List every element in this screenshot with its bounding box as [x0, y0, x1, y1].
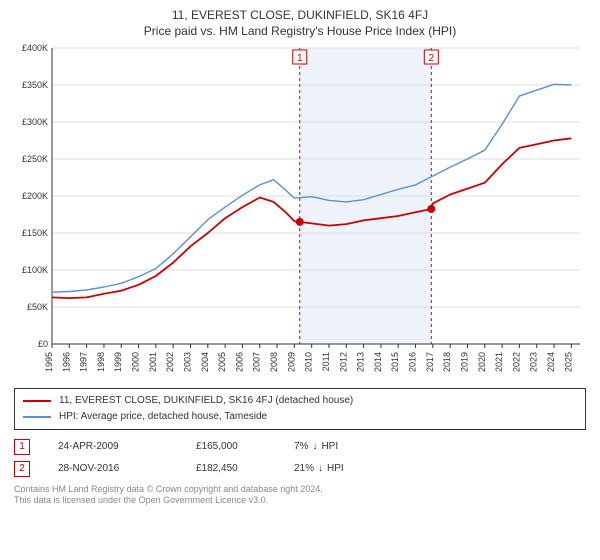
sale-hpi-label: HPI: [321, 436, 338, 458]
sale-hpi-label: HPI: [327, 458, 344, 480]
legend-item: 11, EVEREST CLOSE, DUKINFIELD, SK16 4FJ …: [23, 393, 577, 409]
svg-text:2011: 2011: [321, 352, 331, 371]
page-title-line2: Price paid vs. HM Land Registry's House …: [14, 24, 586, 38]
sales-row: 2 28-NOV-2016 £182,450 21% ↓ HPI: [14, 458, 586, 480]
sale-hpi-pct: 21%: [294, 458, 314, 480]
svg-text:2015: 2015: [390, 352, 400, 372]
svg-text:2012: 2012: [338, 352, 348, 372]
svg-text:2020: 2020: [477, 352, 487, 372]
svg-text:£100K: £100K: [22, 265, 48, 275]
svg-text:2005: 2005: [217, 352, 227, 372]
legend-swatch: [23, 400, 51, 402]
svg-text:2024: 2024: [546, 352, 556, 372]
svg-text:2001: 2001: [148, 352, 158, 372]
svg-text:£400K: £400K: [22, 43, 48, 53]
svg-text:2000: 2000: [131, 352, 141, 372]
svg-text:2007: 2007: [252, 352, 262, 372]
svg-text:£0: £0: [38, 339, 48, 349]
svg-text:£300K: £300K: [22, 117, 48, 127]
svg-text:1998: 1998: [96, 352, 106, 372]
down-arrow-icon: ↓: [318, 458, 323, 480]
svg-text:2018: 2018: [442, 352, 452, 372]
svg-text:£200K: £200K: [22, 191, 48, 201]
sale-price: £165,000: [196, 436, 266, 458]
price-chart: £0 £50K £100K £150K £200K £250K £300K £350K £400…: [14, 42, 586, 382]
svg-text:2002: 2002: [165, 352, 175, 372]
sales-row: 1 24-APR-2009 £165,000 7% ↓ HPI: [14, 436, 586, 458]
legend-swatch: [23, 416, 51, 418]
sale-hpi-pct: 7%: [294, 436, 308, 458]
sale-marker-icon: 2: [14, 461, 30, 477]
legend-item: HPI: Average price, detached house, Tame…: [23, 409, 577, 425]
svg-text:£350K: £350K: [22, 80, 48, 90]
svg-text:2016: 2016: [408, 352, 418, 372]
legend-label: 11, EVEREST CLOSE, DUKINFIELD, SK16 4FJ …: [59, 393, 353, 409]
svg-text:£250K: £250K: [22, 154, 48, 164]
svg-text:2023: 2023: [529, 352, 539, 372]
svg-text:2019: 2019: [459, 352, 469, 372]
svg-text:1: 1: [297, 53, 303, 64]
svg-text:2021: 2021: [494, 352, 504, 372]
svg-text:£150K: £150K: [22, 228, 48, 238]
sale-date: 28-NOV-2016: [58, 458, 168, 480]
page-title-line1: 11, EVEREST CLOSE, DUKINFIELD, SK16 4FJ: [14, 8, 586, 22]
svg-text:2017: 2017: [425, 352, 435, 372]
svg-text:1997: 1997: [79, 352, 89, 372]
svg-text:2025: 2025: [563, 352, 573, 372]
legend: 11, EVEREST CLOSE, DUKINFIELD, SK16 4FJ …: [14, 388, 586, 430]
svg-text:2008: 2008: [269, 352, 279, 372]
svg-text:2013: 2013: [356, 352, 366, 372]
svg-text:2004: 2004: [200, 352, 210, 372]
down-arrow-icon: ↓: [312, 436, 317, 458]
sale-date: 24-APR-2009: [58, 436, 168, 458]
svg-text:£50K: £50K: [27, 302, 48, 312]
svg-text:2006: 2006: [234, 352, 244, 372]
svg-text:1995: 1995: [44, 352, 54, 372]
legend-label: HPI: Average price, detached house, Tame…: [59, 409, 267, 425]
svg-text:1999: 1999: [113, 352, 123, 372]
svg-text:2022: 2022: [511, 352, 521, 372]
license-text: Contains HM Land Registry data © Crown c…: [14, 484, 586, 507]
svg-text:2003: 2003: [182, 352, 192, 372]
svg-text:2010: 2010: [304, 352, 314, 372]
svg-text:2009: 2009: [286, 352, 296, 372]
svg-text:1996: 1996: [61, 352, 71, 372]
sales-table: 1 24-APR-2009 £165,000 7% ↓ HPI 2 28-NOV…: [14, 436, 586, 480]
sale-marker-icon: 1: [14, 439, 30, 455]
sale-price: £182,450: [196, 458, 266, 480]
svg-text:2: 2: [429, 53, 435, 64]
svg-text:2014: 2014: [373, 352, 383, 372]
